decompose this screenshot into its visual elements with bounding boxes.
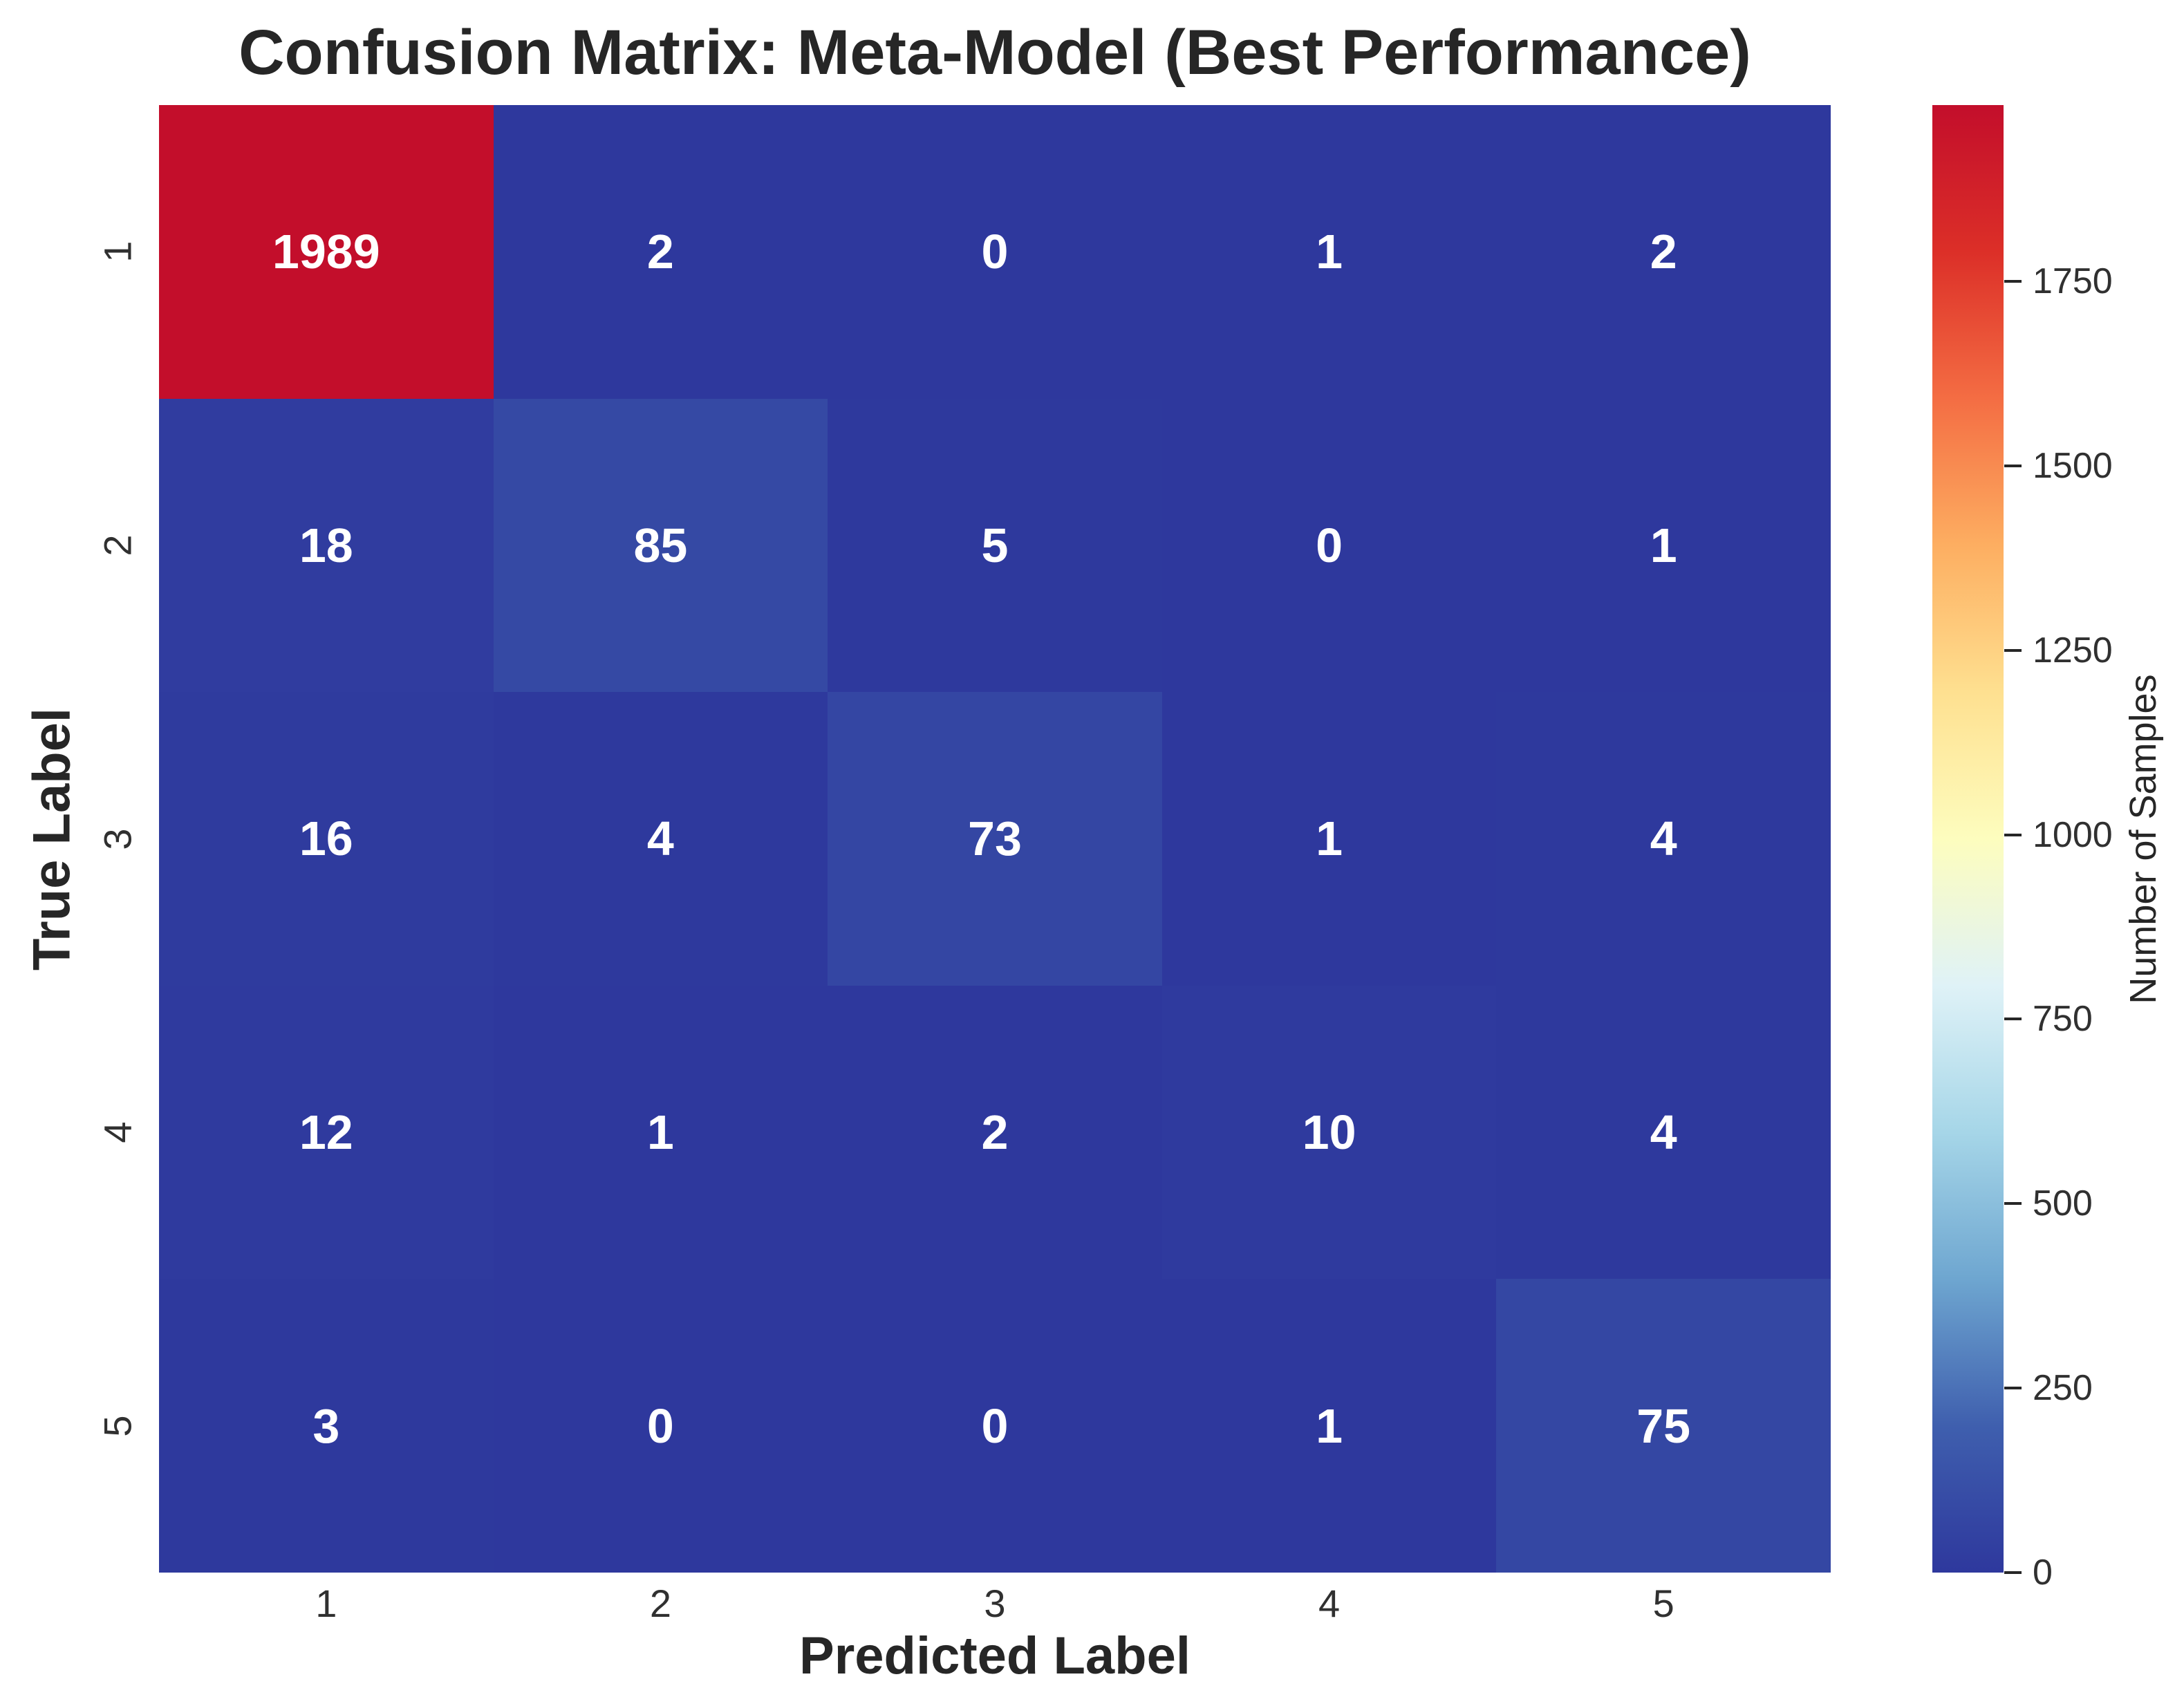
heatmap-cell: 18 <box>159 398 494 693</box>
cell-value: 2 <box>646 225 674 279</box>
cell-value: 5 <box>981 518 1009 572</box>
cell-value: 12 <box>299 1105 353 1160</box>
cell-value: 2 <box>1650 225 1677 279</box>
colorbar-label-text: Number of Samples <box>2122 674 2164 1004</box>
heatmap-cell: 85 <box>493 398 828 693</box>
heatmap-cell: 1 <box>493 985 828 1279</box>
colorbar-tick-mark <box>2004 1571 2022 1574</box>
heatmap-cell: 4 <box>1496 692 1831 986</box>
colorbar-gradient <box>1932 105 2004 1573</box>
heatmap-cell: 5 <box>828 398 1162 693</box>
y-axis-label-text: True Label <box>22 707 82 971</box>
cell-value: 0 <box>1316 518 1343 572</box>
heatmap-cell: 0 <box>1161 398 1497 693</box>
colorbar-tick-mark <box>2004 1387 2022 1390</box>
y-tick-label: 5 <box>95 1415 140 1437</box>
y-tick-label: 1 <box>95 241 140 263</box>
y-tick-label: 3 <box>95 827 140 850</box>
x-tick-label: 4 <box>1318 1582 1341 1625</box>
cell-value: 4 <box>1650 1105 1677 1160</box>
cell-value: 3 <box>312 1398 340 1453</box>
cell-value: 1 <box>1650 518 1677 572</box>
cell-value: 4 <box>646 812 674 866</box>
heatmap-cell: 2 <box>493 105 828 399</box>
heatmap-cell: 1 <box>1161 105 1497 399</box>
cell-value: 4 <box>1650 812 1677 866</box>
cell-value: 18 <box>299 518 353 572</box>
cell-value: 1 <box>646 1105 674 1160</box>
colorbar-tick-label: 1750 <box>2033 261 2113 302</box>
colorbar-tick-mark <box>2004 833 2022 836</box>
heatmap-cell: 1 <box>1161 692 1497 986</box>
heatmap-cell: 75 <box>1496 1279 1831 1573</box>
colorbar-tick-mark <box>2004 1018 2022 1021</box>
cell-value: 75 <box>1636 1398 1691 1453</box>
cell-value: 1989 <box>272 225 380 279</box>
colorbar-tick-label: 750 <box>2033 999 2093 1040</box>
heatmap-cell: 3 <box>159 1279 494 1573</box>
heatmap-grid: 1989 2 0 1 2 18 85 5 0 1 16 4 73 1 4 12 1 2 10 4 3 0 0 1 75 <box>159 105 1831 1573</box>
colorbar-tick-label: 1250 <box>2033 630 2113 671</box>
colorbar-tick-label: 500 <box>2033 1183 2093 1224</box>
cell-value: 1 <box>1316 812 1343 866</box>
cell-value: 0 <box>981 1398 1009 1453</box>
cell-value: 1 <box>1316 1398 1343 1453</box>
chart-title: Confusion Matrix: Meta-Model (Best Perfo… <box>239 17 1751 88</box>
cell-value: 0 <box>981 225 1009 279</box>
cell-value: 10 <box>1302 1105 1356 1160</box>
heatmap-cell: 1 <box>1496 398 1831 693</box>
x-tick-label: 2 <box>649 1582 671 1625</box>
heatmap-cell: 4 <box>493 692 828 986</box>
x-tick-label: 3 <box>984 1582 1006 1625</box>
heatmap-cell: 0 <box>493 1279 828 1573</box>
heatmap-cell: 4 <box>1496 985 1831 1279</box>
colorbar-tick-mark <box>2004 464 2022 467</box>
colorbar-tick-mark <box>2004 1202 2022 1206</box>
cell-value: 16 <box>299 812 353 866</box>
y-tick-label: 2 <box>95 534 140 556</box>
heatmap-cell: 0 <box>828 105 1162 399</box>
cell-value: 0 <box>646 1398 674 1453</box>
cell-value: 73 <box>968 812 1022 866</box>
heatmap-cell: 73 <box>828 692 1162 986</box>
heatmap-cell: 0 <box>828 1279 1162 1573</box>
colorbar-tick-label: 1000 <box>2033 814 2113 855</box>
colorbar-tick-label: 1500 <box>2033 445 2113 486</box>
heatmap-cell: 12 <box>159 985 494 1279</box>
x-axis-label: Predicted Label <box>799 1626 1191 1685</box>
cell-value: 2 <box>981 1105 1009 1160</box>
cell-value: 85 <box>633 518 688 572</box>
heatmap-cell: 2 <box>1496 105 1831 399</box>
x-tick-label: 1 <box>315 1582 337 1625</box>
heatmap-cell: 10 <box>1161 985 1497 1279</box>
heatmap-cell: 1 <box>1161 1279 1497 1573</box>
colorbar-tick-mark <box>2004 648 2022 652</box>
x-tick-label: 5 <box>1652 1582 1674 1625</box>
cell-value: 1 <box>1316 225 1343 279</box>
y-tick-label: 4 <box>95 1121 140 1143</box>
heatmap-cell: 1989 <box>159 105 494 399</box>
colorbar-tick-label: 250 <box>2033 1368 2093 1409</box>
heatmap-cell: 2 <box>828 985 1162 1279</box>
colorbar-tick-label: 0 <box>2033 1553 2053 1593</box>
colorbar-tick-mark <box>2004 280 2022 283</box>
heatmap-cell: 16 <box>159 692 494 986</box>
